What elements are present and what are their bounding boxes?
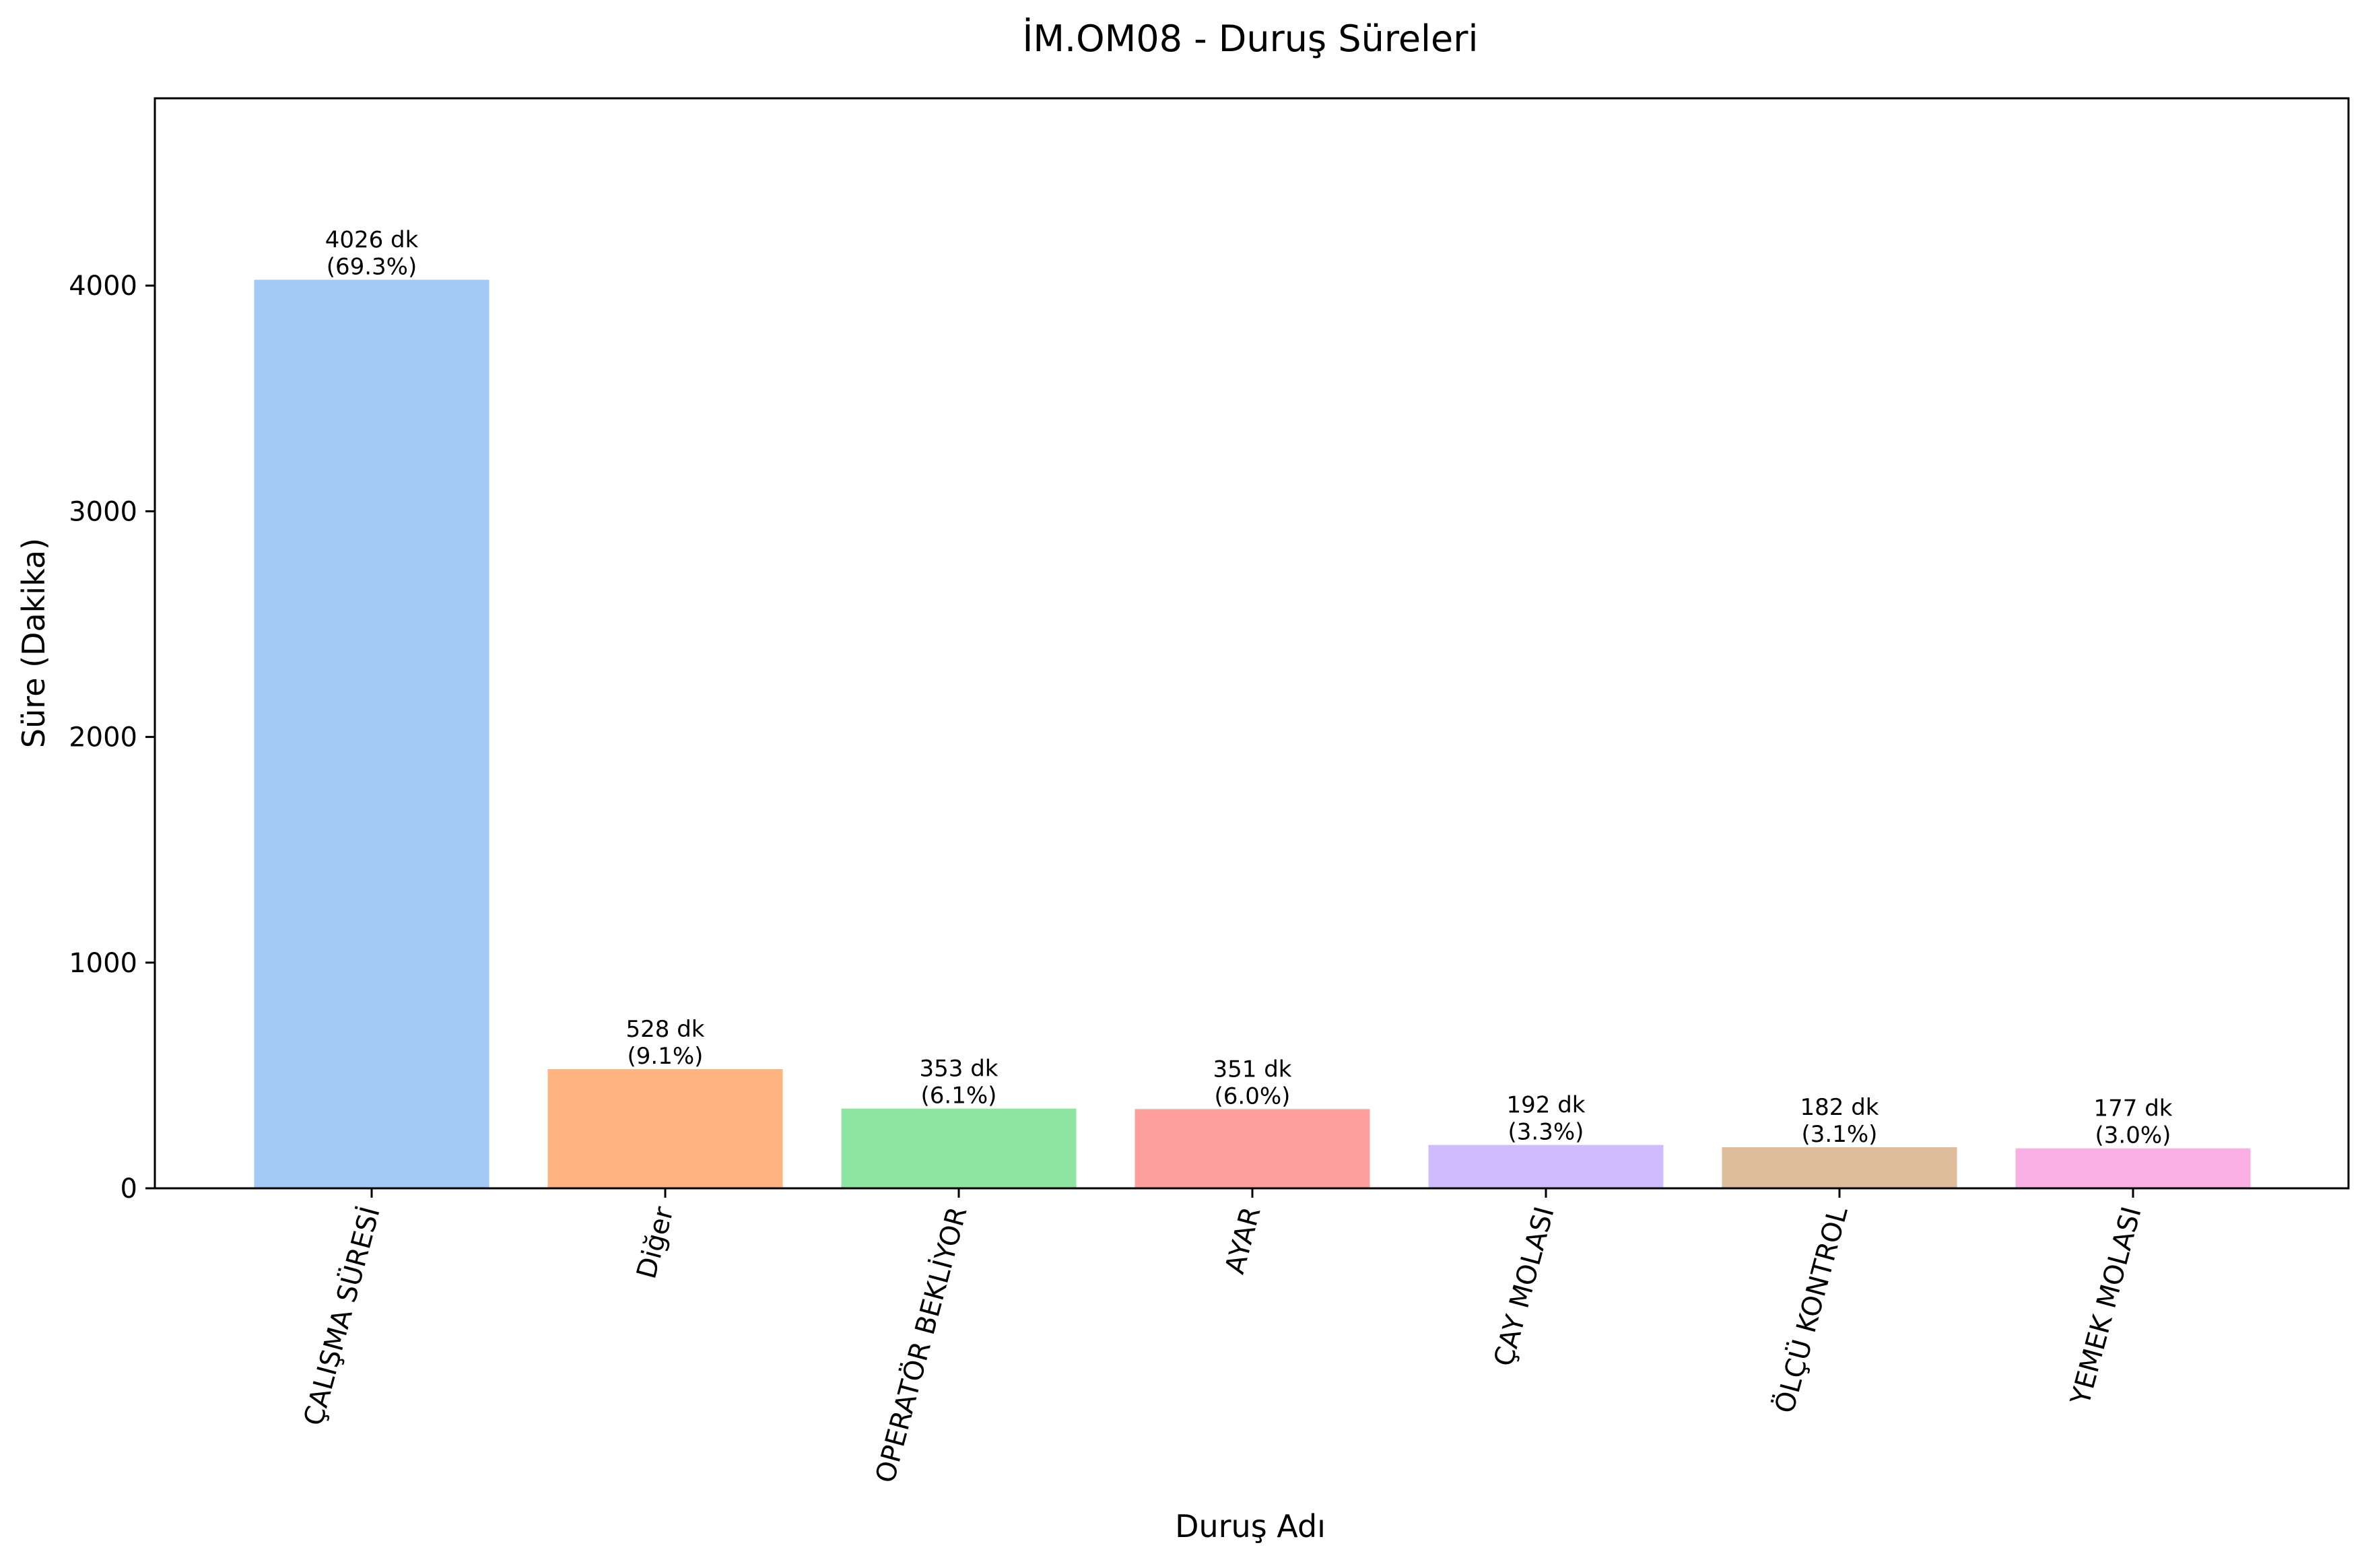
bar [547, 1069, 783, 1188]
bar [1722, 1147, 1957, 1188]
bar [1135, 1109, 1370, 1188]
y-tick-label: 0 [121, 1173, 137, 1204]
chart-title: İM.OM08 - Duruş Süreleri [1022, 18, 1478, 60]
data-label: 192 dk (3.3%) [1507, 1092, 1586, 1146]
y-axis-label: Süre (Dakika) [15, 538, 52, 748]
data-label: 182 dk (3.1%) [1800, 1094, 1879, 1148]
y-tick-label: 2000 [69, 722, 137, 753]
data-label: 351 dk (6.0%) [1213, 1056, 1292, 1110]
bar [254, 279, 489, 1188]
y-axis: 0 1000 2000 3000 4000 [69, 271, 155, 1204]
bar [2015, 1148, 2251, 1188]
y-tick-label: 3000 [69, 496, 137, 527]
data-label: 177 dk (3.0%) [2094, 1095, 2173, 1149]
bar [1428, 1145, 1664, 1188]
y-tick-label: 4000 [69, 271, 137, 302]
value-labels-layer: 4026 dk (69.3%) 528 dk (9.1%) 353 dk (6.1%) 35… [325, 226, 2173, 1149]
y-tick-label: 1000 [69, 948, 137, 979]
data-label: 528 dk (9.1%) [626, 1016, 705, 1070]
data-label: 4026 dk (69.3%) [325, 226, 419, 280]
data-label: 353 dk (6.1%) [920, 1056, 999, 1110]
plot-frame [154, 97, 2350, 1190]
bars-layer [254, 279, 2251, 1188]
x-axis-label: Duruş Adı [1175, 1508, 1326, 1544]
bar [841, 1108, 1077, 1188]
